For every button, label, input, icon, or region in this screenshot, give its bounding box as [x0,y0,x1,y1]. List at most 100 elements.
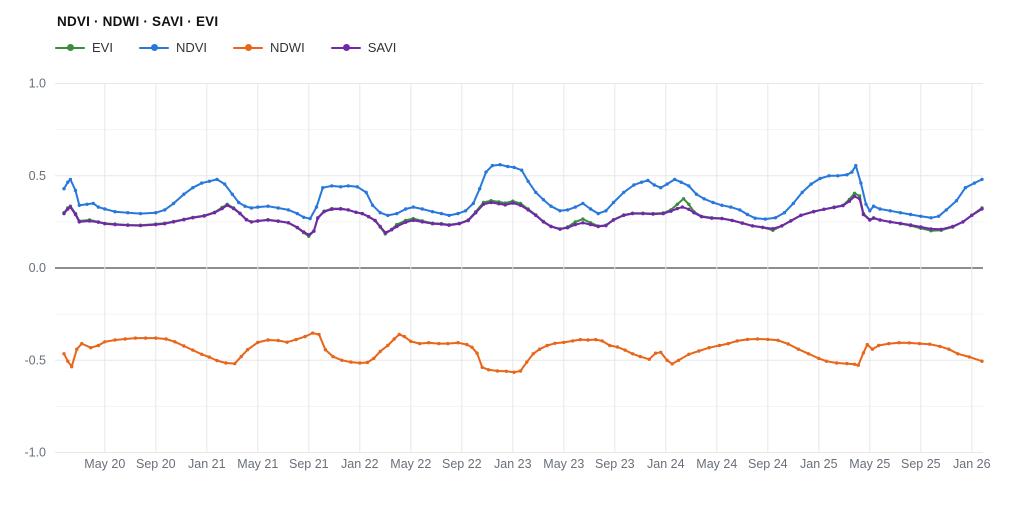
data-point[interactable] [346,208,350,212]
data-point[interactable] [841,203,845,208]
data-point[interactable] [970,213,974,218]
data-point[interactable] [680,205,685,209]
data-point[interactable] [154,336,158,340]
data-point[interactable] [447,213,451,218]
data-point[interactable] [763,217,767,221]
data-point[interactable] [812,210,816,214]
data-point[interactable] [888,220,892,224]
data-point[interactable] [917,341,922,346]
data-point[interactable] [404,220,408,224]
data-point[interactable] [457,222,461,226]
data-point[interactable] [367,215,371,219]
data-point[interactable] [786,342,790,346]
data-point[interactable] [402,334,407,339]
data-point[interactable] [525,360,529,364]
data-point[interactable] [526,208,530,212]
data-point[interactable] [936,214,941,218]
data-point[interactable] [66,180,70,184]
data-point[interactable] [639,180,644,184]
data-point[interactable] [238,211,242,216]
data-point[interactable] [191,186,195,190]
data-point[interactable] [358,361,362,365]
data-point[interactable] [726,341,730,346]
data-point[interactable] [498,163,502,167]
data-point[interactable] [710,216,714,220]
data-point[interactable] [339,185,343,189]
data-point[interactable] [256,219,260,223]
data-point[interactable] [622,213,626,218]
data-point[interactable] [632,183,636,187]
data-point[interactable] [239,354,243,359]
data-point[interactable] [845,173,849,177]
data-point[interactable] [832,205,836,210]
data-point[interactable] [938,344,942,349]
data-point[interactable] [824,359,829,363]
data-point[interactable] [200,181,204,185]
data-point[interactable] [928,342,932,346]
data-point[interactable] [834,361,839,365]
data-point[interactable] [126,223,130,227]
data-point[interactable] [340,358,344,362]
data-point[interactable] [653,351,658,355]
data-point[interactable] [549,204,553,208]
data-point[interactable] [694,192,699,196]
data-point[interactable] [534,190,538,195]
data-point[interactable] [154,222,158,227]
data-point[interactable] [77,203,82,207]
data-point[interactable] [73,188,78,193]
data-point[interactable] [474,211,478,215]
data-point[interactable] [675,206,679,211]
data-point[interactable] [471,201,475,206]
data-point[interactable] [854,163,858,168]
data-point[interactable] [123,337,127,341]
data-point[interactable] [411,205,415,209]
data-point[interactable] [303,334,307,339]
data-point[interactable] [604,209,608,213]
data-point[interactable] [378,224,382,229]
data-point[interactable] [256,340,260,345]
data-point[interactable] [80,341,84,346]
data-point[interactable] [173,340,177,344]
data-point[interactable] [386,213,390,218]
data-point[interactable] [852,362,857,366]
data-point[interactable] [961,220,965,224]
data-point[interactable] [878,218,882,222]
data-point[interactable] [780,224,784,228]
data-point[interactable] [511,201,515,205]
data-point[interactable] [594,337,598,342]
data-point[interactable] [681,197,686,201]
data-point[interactable] [888,209,892,213]
data-point[interactable] [687,207,691,211]
data-point[interactable] [302,230,306,234]
data-point[interactable] [294,337,298,342]
data-point[interactable] [520,168,524,172]
data-point[interactable] [484,170,488,174]
data-point[interactable] [956,352,960,356]
data-point[interactable] [638,354,642,359]
data-point[interactable] [420,220,424,224]
series-line-ndvi[interactable] [63,163,983,221]
data-point[interactable] [427,341,431,345]
data-point[interactable] [85,202,89,206]
data-point[interactable] [68,205,73,209]
data-point[interactable] [447,223,451,227]
data-point[interactable] [446,341,450,346]
data-point[interactable] [586,338,590,342]
data-point[interactable] [495,369,500,373]
data-point[interactable] [596,211,600,216]
data-point[interactable] [466,218,470,223]
data-point[interactable] [545,343,549,348]
data-point[interactable] [720,203,724,207]
data-point[interactable] [836,174,840,178]
data-point[interactable] [611,200,616,205]
data-point[interactable] [321,186,325,190]
data-point[interactable] [91,201,96,206]
data-point[interactable] [562,340,566,345]
data-point[interactable] [220,206,224,211]
data-point[interactable] [244,218,248,222]
data-point[interactable] [615,345,620,349]
data-point[interactable] [73,212,78,217]
data-point[interactable] [558,227,562,231]
data-point[interactable] [322,210,326,214]
data-point[interactable] [171,220,176,224]
